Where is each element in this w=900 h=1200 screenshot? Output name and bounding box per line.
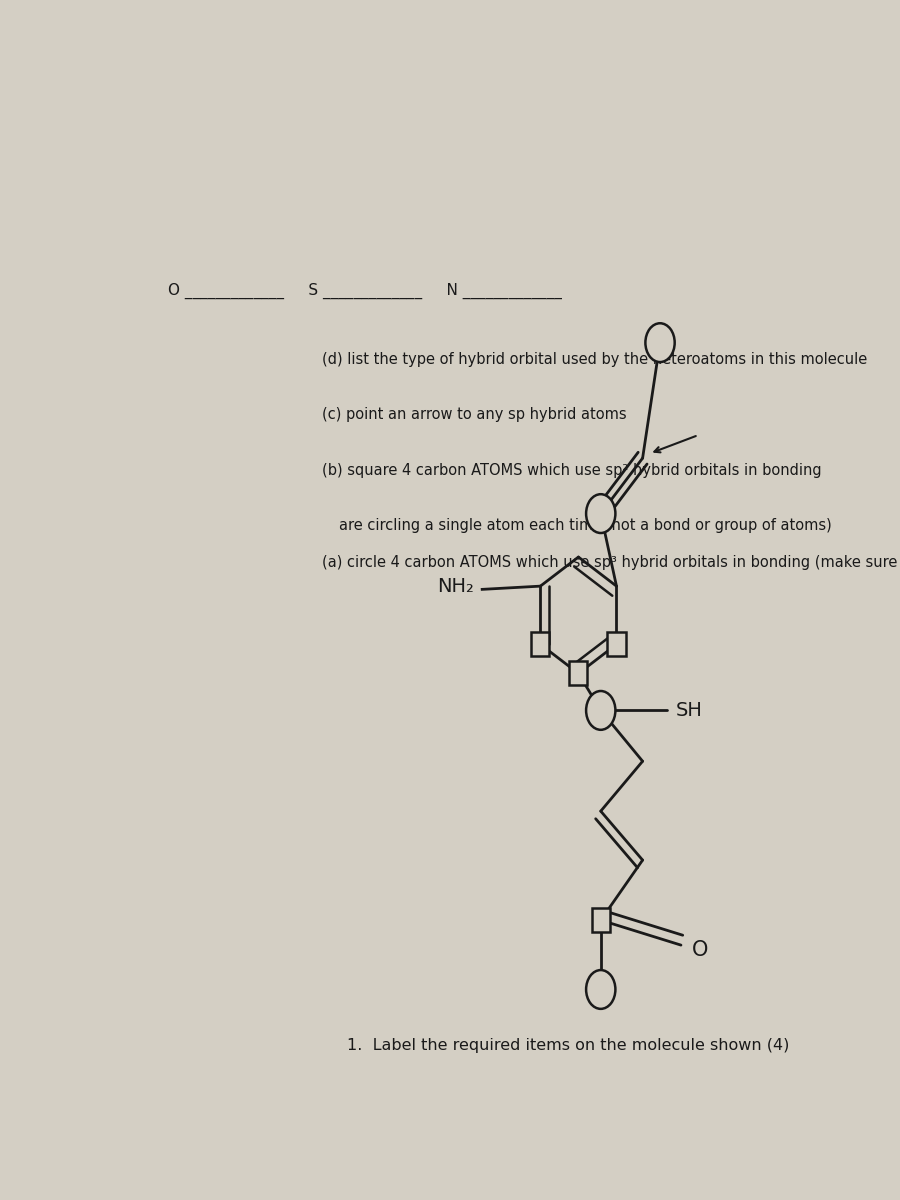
- Text: NH₂: NH₂: [436, 577, 473, 596]
- Text: 1.  Label the required items on the molecule shown (4): 1. Label the required items on the molec…: [346, 1038, 789, 1054]
- Text: SH: SH: [675, 701, 702, 720]
- Circle shape: [586, 691, 616, 730]
- Text: (b) square 4 carbon ATOMS which use sp² hybrid orbitals in bonding: (b) square 4 carbon ATOMS which use sp² …: [322, 463, 822, 478]
- Text: are circling a single atom each time, not a bond or group of atoms): are circling a single atom each time, no…: [339, 518, 832, 533]
- Bar: [591, 908, 610, 932]
- Text: (a) circle 4 carbon ATOMS which use sp³ hybrid orbitals in bonding (make sure yo: (a) circle 4 carbon ATOMS which use sp³ …: [322, 556, 900, 570]
- Bar: [531, 632, 549, 656]
- Bar: [570, 661, 588, 685]
- Bar: [608, 632, 625, 656]
- Circle shape: [645, 323, 675, 362]
- Circle shape: [586, 970, 616, 1009]
- Circle shape: [586, 494, 616, 533]
- Text: (d) list the type of hybrid orbital used by the heteroatoms in this molecule: (d) list the type of hybrid orbital used…: [322, 352, 867, 367]
- Text: (c) point an arrow to any sp hybrid atoms: (c) point an arrow to any sp hybrid atom…: [322, 407, 626, 422]
- Text: O _____________     S _____________     N _____________: O _____________ S _____________ N ______…: [168, 282, 562, 299]
- Text: O: O: [691, 940, 707, 960]
